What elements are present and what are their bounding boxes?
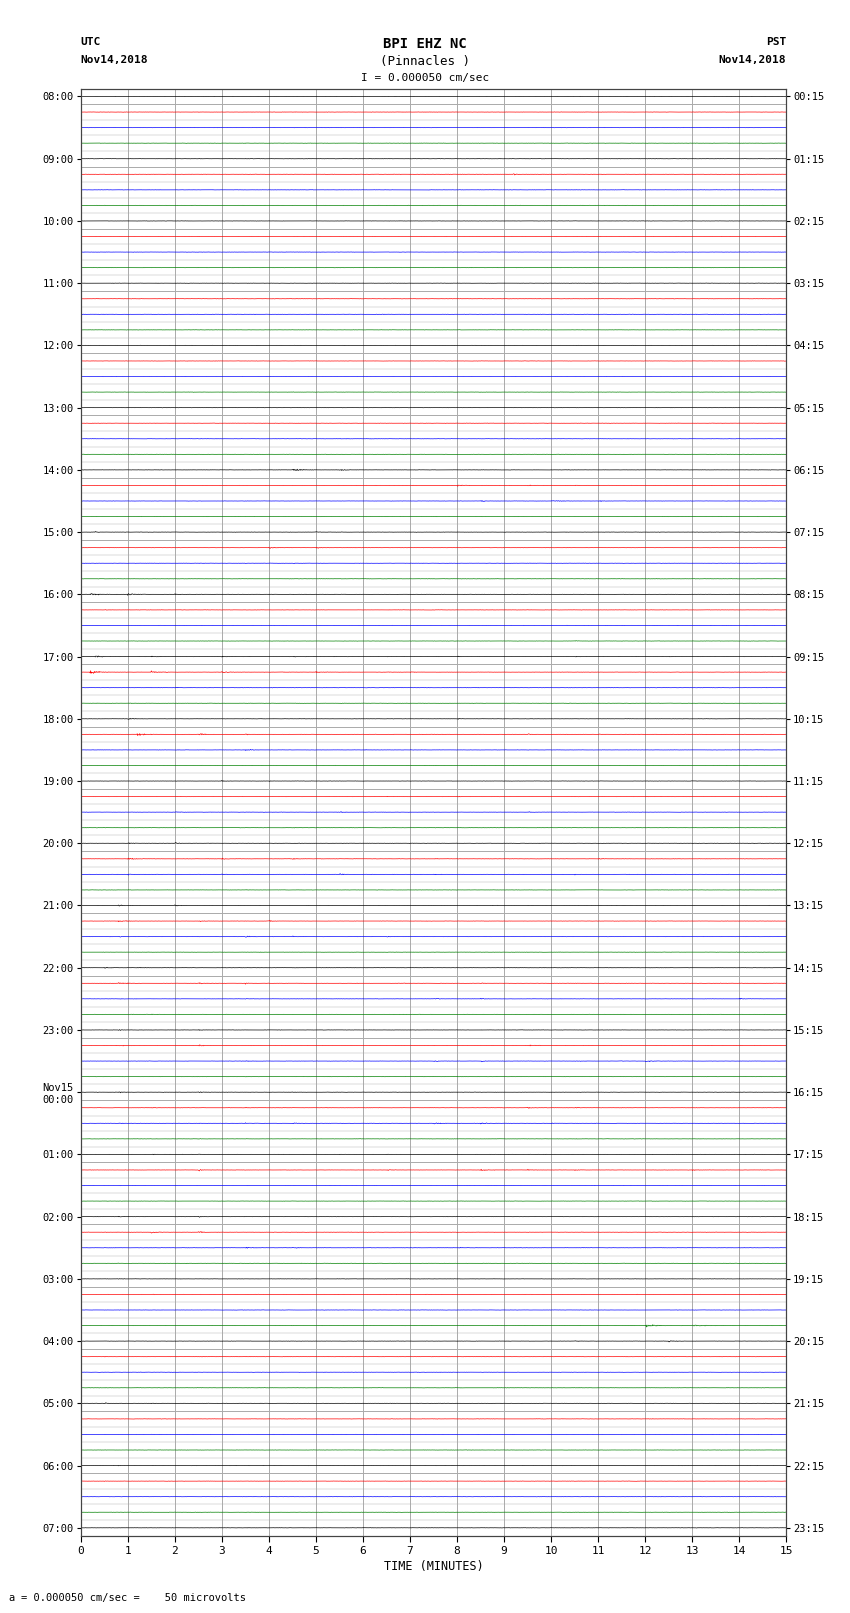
Text: I = 0.000050 cm/sec: I = 0.000050 cm/sec [361,73,489,82]
Text: (Pinnacles ): (Pinnacles ) [380,55,470,68]
Text: a: a [8,1594,14,1603]
X-axis label: TIME (MINUTES): TIME (MINUTES) [383,1560,484,1573]
Text: BPI EHZ NC: BPI EHZ NC [383,37,467,52]
Text: Nov14,2018: Nov14,2018 [719,55,786,65]
Text: Nov14,2018: Nov14,2018 [81,55,148,65]
Text: = 0.000050 cm/sec =    50 microvolts: = 0.000050 cm/sec = 50 microvolts [21,1594,246,1603]
Text: PST: PST [766,37,786,47]
Text: UTC: UTC [81,37,101,47]
